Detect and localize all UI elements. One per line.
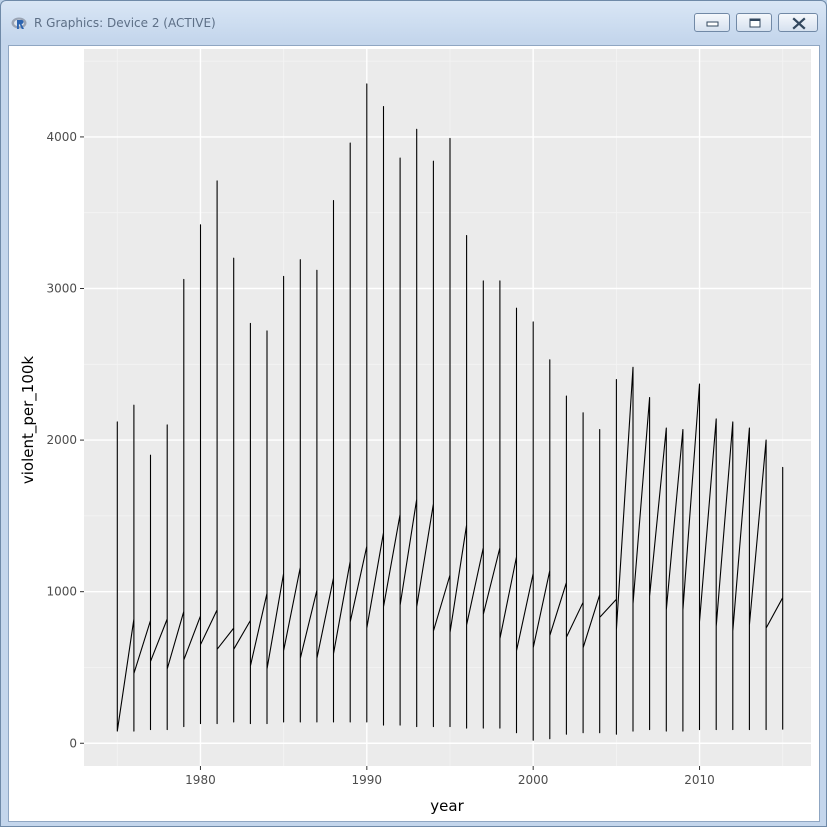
y-tick-label: 1000 [46,585,77,599]
close-button[interactable] [778,13,818,32]
y-tick-label: 3000 [46,282,77,296]
window-title: R Graphics: Device 2 (ACTIVE) [34,16,216,30]
x-tick-label: 2000 [518,773,549,787]
chart: 1980 1990 2000 2010 0 1000 2000 3000 4000 year v… [19,49,811,815]
maximize-button[interactable] [736,13,772,32]
plot-panel [84,49,811,766]
close-icon [792,17,806,30]
minimize-button[interactable] [694,13,730,32]
y-tick-label: 4000 [46,130,77,144]
maximize-icon [749,18,761,28]
x-axis-label: year [430,797,464,815]
y-axis-label: violent_per_100k [19,356,38,485]
plot-area: 1980 1990 2000 2010 0 1000 2000 3000 4000 year v… [8,45,820,822]
violent-per-100k-line [116,83,784,741]
series-line [116,83,784,741]
axis-ticks: 1980 1990 2000 2010 0 1000 2000 3000 4000 [46,130,714,787]
y-tick-label: 0 [69,736,77,750]
y-tick-label: 2000 [46,433,77,447]
x-tick-label: 1980 [185,773,216,787]
x-tick-label: 1990 [352,773,383,787]
minimize-icon [706,21,719,27]
r-logo-icon [11,17,27,29]
title-bar[interactable]: R Graphics: Device 2 (ACTIVE) [1,1,826,45]
x-tick-label: 2010 [684,773,715,787]
